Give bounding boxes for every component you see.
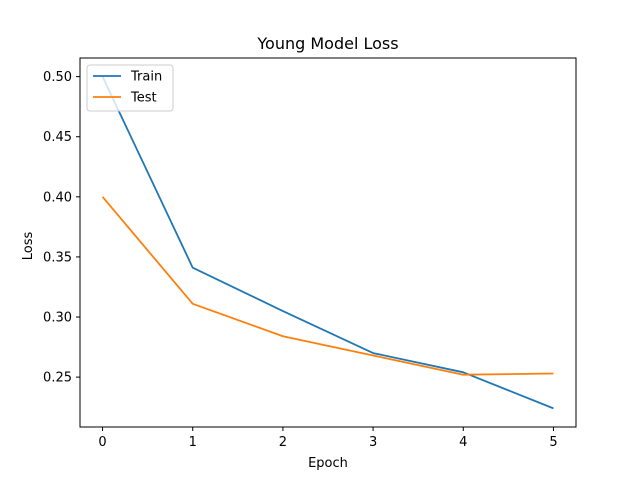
legend-label-test: Test [130,91,157,106]
x-tick-label: 5 [549,435,557,450]
legend: Train Test [86,64,174,112]
y-tick-label: 0.30 [43,311,72,326]
plot-frame [79,57,577,428]
y-tick-label: 0.45 [43,130,72,145]
legend-label-train: Train [130,70,162,85]
x-tick-label: 0 [98,435,106,450]
x-tick-label: 4 [459,435,467,450]
chart-title: Young Model Loss [256,34,398,53]
y-axis-ticks: 0.25 0.30 0.35 0.40 0.45 0.50 [43,70,80,386]
y-tick-label: 0.40 [43,190,72,205]
plot-area [79,57,577,428]
y-tick-label: 0.50 [43,70,72,85]
series-line-test [101,196,554,376]
x-tick-label: 2 [279,435,287,450]
x-tick-label: 1 [189,435,197,450]
x-axis-ticks: 0 1 2 3 4 5 [98,427,558,450]
series-lines [101,76,554,410]
y-tick-label: 0.35 [43,250,72,265]
y-tick-label: 0.25 [43,371,72,386]
y-axis-label: Loss [21,232,36,261]
x-tick-label: 3 [369,435,377,450]
series-line-train [101,76,554,410]
x-axis-label: Epoch [308,456,348,471]
